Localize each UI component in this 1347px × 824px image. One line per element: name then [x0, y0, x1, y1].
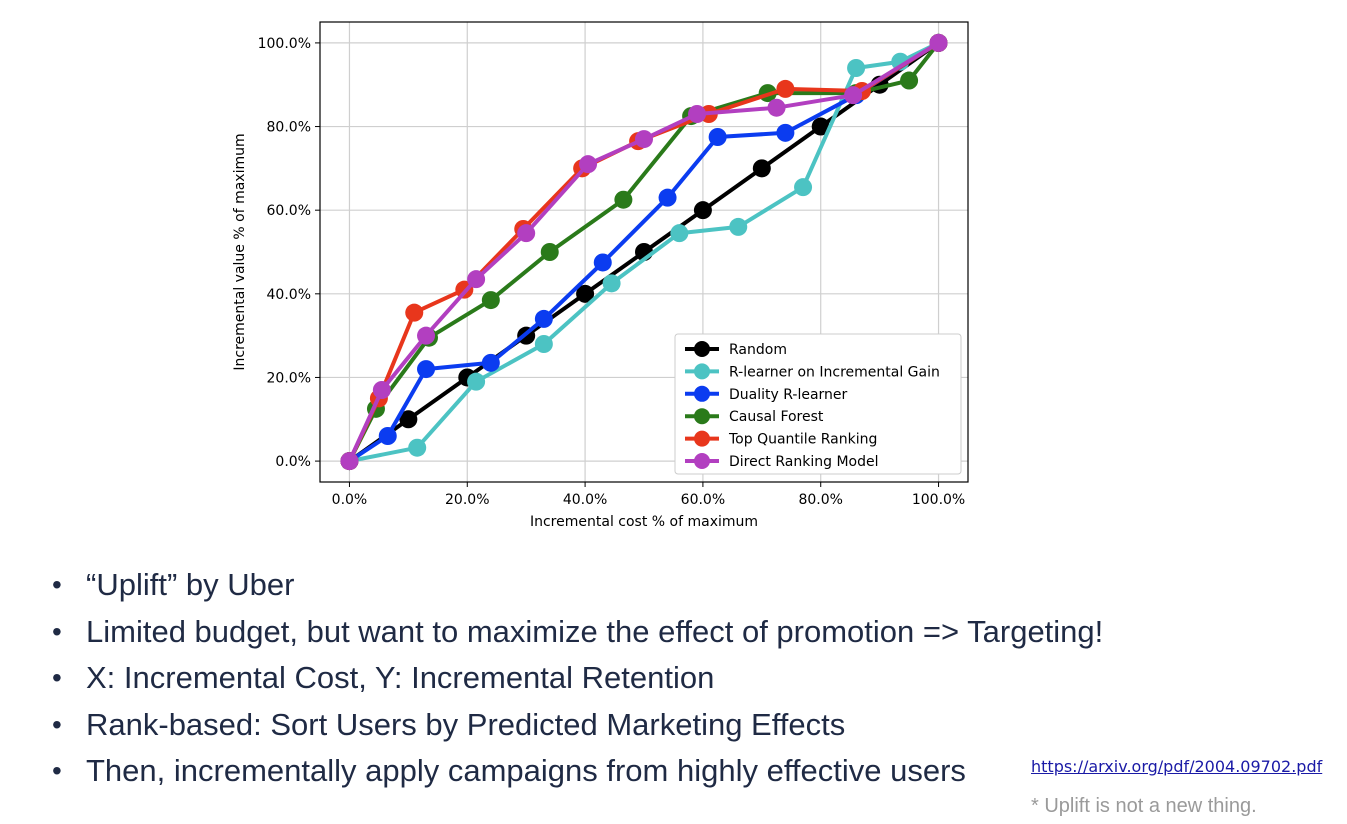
legend-item: Duality R-learner	[685, 385, 848, 403]
bullet-marker: •	[52, 708, 62, 740]
data-point	[408, 438, 427, 457]
data-point	[467, 372, 486, 391]
legend-item: R-learner on Incremental Gain	[685, 363, 940, 380]
legend-label: Random	[729, 342, 787, 358]
legend-item: Causal Forest	[685, 408, 824, 425]
y-axis-label: Incremental value % of maximum	[232, 133, 248, 370]
bullet-text: “Uplift” by Uber	[86, 567, 295, 602]
bullet-item: • Then, incrementally apply campaigns fro…	[52, 748, 1103, 795]
bullet-marker: •	[52, 755, 62, 786]
data-point	[540, 243, 559, 261]
legend-marker	[694, 408, 710, 425]
data-point	[708, 128, 727, 146]
legend-box	[674, 333, 962, 475]
data-point	[417, 360, 436, 379]
data-point	[481, 291, 500, 310]
legend-item: Top Quantile Ranking	[685, 430, 877, 448]
data-point	[658, 188, 677, 207]
data-point	[372, 381, 391, 399]
data-point	[729, 217, 748, 236]
data-point	[693, 201, 712, 220]
data-point	[534, 309, 553, 328]
data-point	[593, 253, 612, 272]
data-point	[752, 159, 771, 178]
data-point	[767, 98, 786, 117]
legend-label: Duality R-learner	[729, 387, 848, 403]
data-point	[405, 303, 424, 322]
series-direct-ranking-model	[340, 33, 948, 471]
data-point	[670, 224, 689, 243]
x-tick-label: 100.0%	[912, 492, 965, 508]
x-tick-label: 80.0%	[798, 492, 842, 508]
data-point	[378, 427, 397, 445]
data-point	[614, 190, 633, 209]
bullet-marker: •	[52, 615, 62, 647]
data-point	[844, 86, 863, 105]
legend-item: Random	[685, 341, 787, 358]
footnote: * Uplift is not a new thing.	[1031, 795, 1257, 817]
x-tick-label: 40.0%	[563, 492, 607, 508]
data-point	[776, 123, 795, 142]
data-point	[794, 178, 813, 197]
data-point	[517, 224, 536, 243]
bullet-item: • “Uplift” by Uber	[52, 562, 1103, 609]
data-point	[811, 117, 830, 136]
legend-marker	[694, 430, 710, 447]
chart-svg: 0.0% 20.0% 40.0% 60.0% 80.0% 100.0% 0.0% 20.0% 4…	[232, 21, 969, 530]
bullet-text: Then, incrementally apply campaigns from…	[86, 753, 966, 788]
legend: Random R-learner on Incremental Gain Duali…	[674, 333, 962, 475]
data-point	[688, 105, 707, 123]
plot-frame	[319, 21, 969, 483]
x-tick-label: 0.0%	[332, 492, 368, 508]
data-point	[417, 326, 436, 345]
data-point	[635, 130, 653, 149]
bullet-text: Rank-based: Sort Users by Predicted Mark…	[86, 706, 846, 742]
legend-label: Causal Forest	[729, 409, 824, 425]
data-point	[576, 284, 595, 303]
bullet-item: • X: Incremental Cost, Y: Incremental Ret…	[52, 655, 1103, 702]
x-tick-label: 60.0%	[681, 492, 725, 508]
legend-label: Direct Ranking Model	[729, 454, 878, 470]
y-tick-label: 100.0%	[258, 36, 311, 52]
uplift-chart: 0.0% 20.0% 40.0% 60.0% 80.0% 100.0% 0.0% 20.0% 4…	[220, 0, 980, 540]
bullet-item: • Limited budget, but want to maximize th…	[52, 609, 1103, 656]
legend-marker	[694, 385, 710, 402]
bullet-list: • “Uplift” by Uber • Limited budget, but w…	[52, 562, 1103, 795]
legend-marker	[694, 363, 710, 380]
y-tick-label: 20.0%	[267, 370, 311, 386]
bullet-text: X: Incremental Cost, Y: Incremental Rete…	[86, 660, 715, 695]
data-point	[340, 452, 359, 471]
data-point	[847, 59, 866, 77]
data-point	[602, 274, 621, 293]
bullet-text: Limited budget, but want to maximize the…	[86, 613, 1104, 649]
legend-label: Top Quantile Ranking	[728, 432, 877, 448]
legend-item: Direct Ranking Model	[685, 453, 878, 470]
x-tick-label: 20.0%	[445, 492, 489, 508]
legend-marker	[694, 453, 710, 469]
bullet-marker: •	[52, 569, 62, 600]
data-point	[534, 335, 553, 353]
reference-link[interactable]: https://arxiv.org/pdf/2004.09702.pdf	[1031, 757, 1323, 776]
data-point	[929, 33, 948, 52]
y-tick-label: 0.0%	[275, 454, 311, 470]
bullet-marker: •	[52, 662, 62, 693]
data-point	[467, 270, 486, 289]
data-point	[481, 353, 500, 372]
data-point	[399, 410, 418, 429]
y-tick-label: 60.0%	[267, 203, 311, 219]
legend-marker	[694, 341, 710, 357]
bullet-item: • Rank-based: Sort Users by Predicted Mar…	[52, 702, 1103, 749]
data-point	[579, 155, 598, 174]
y-tick-label: 80.0%	[267, 120, 311, 136]
y-tick-label: 40.0%	[267, 287, 311, 303]
data-point	[900, 71, 919, 90]
legend-label: R-learner on Incremental Gain	[729, 364, 940, 380]
data-point	[776, 79, 795, 98]
x-axis-label: Incremental cost % of maximum	[530, 514, 758, 530]
